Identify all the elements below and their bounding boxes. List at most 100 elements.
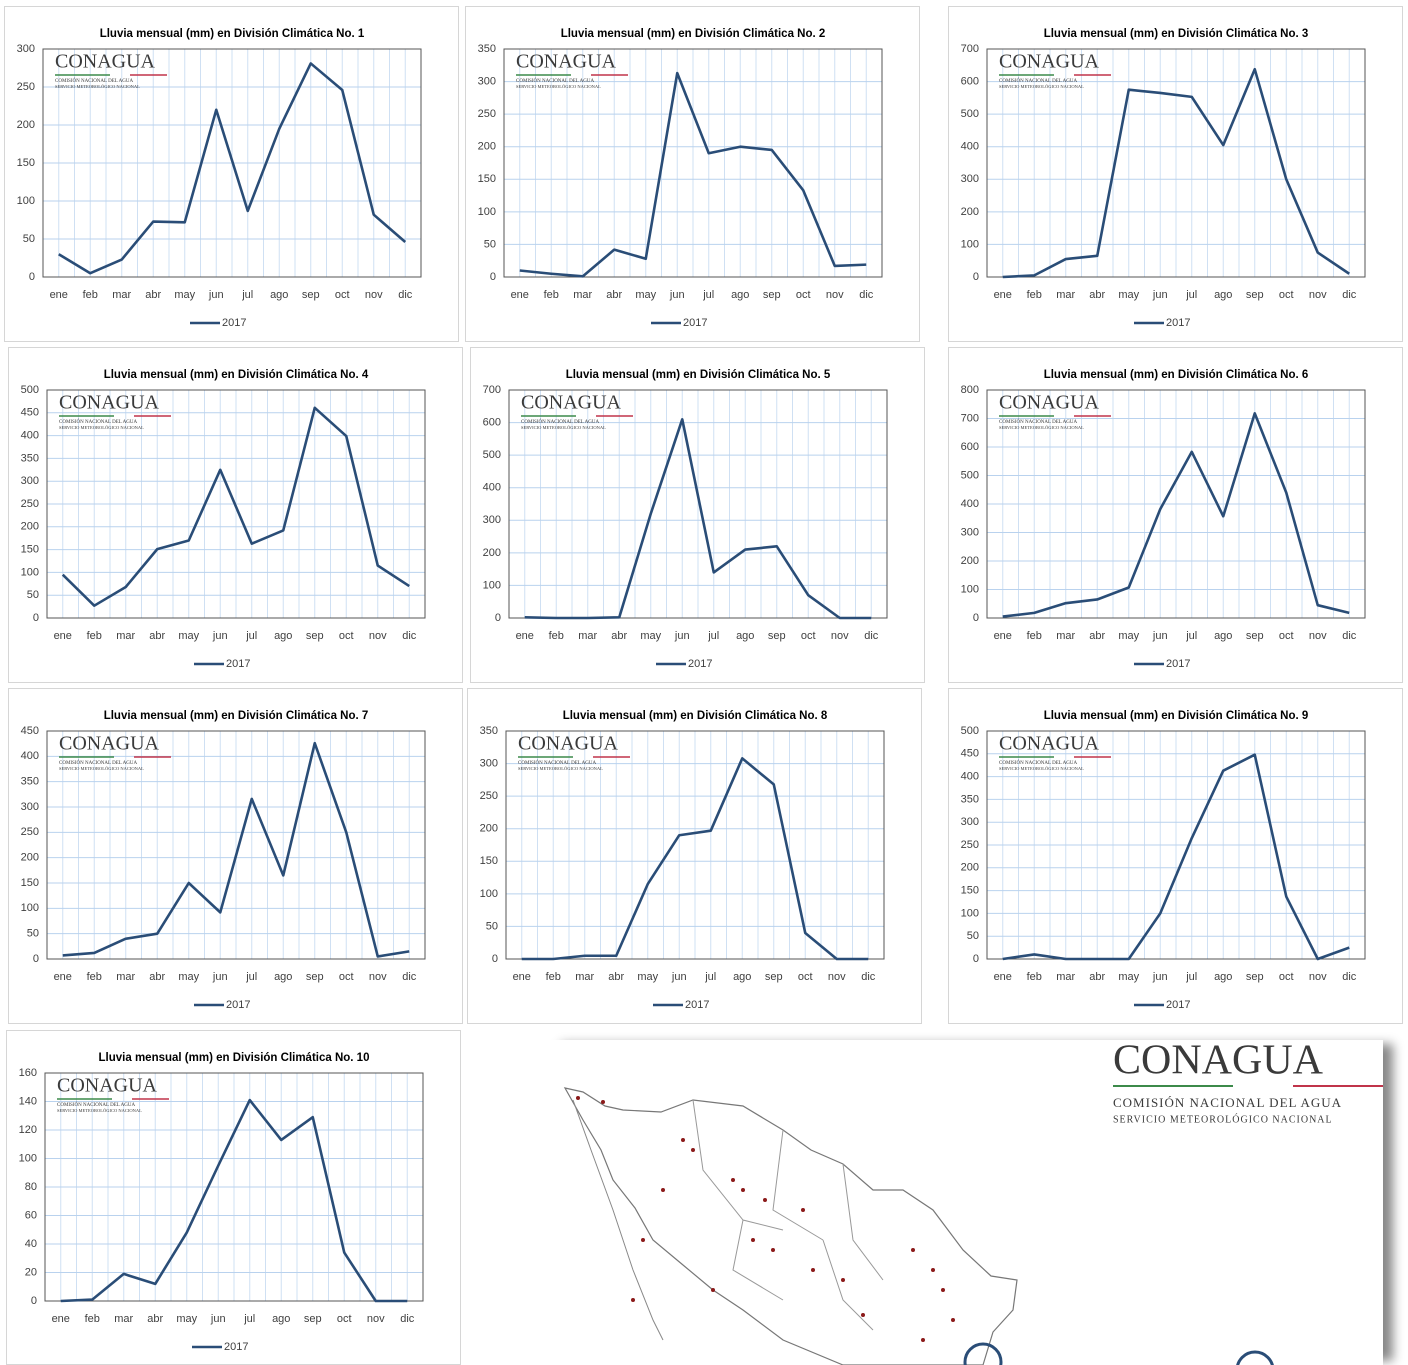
legend-label: 2017 <box>226 999 250 1011</box>
x-tick-label: ago <box>1214 971 1232 983</box>
x-tick-label: nov <box>831 630 849 642</box>
series-line <box>60 1098 408 1303</box>
x-tick-label: feb <box>87 971 102 983</box>
x-tick-label: ene <box>994 630 1012 642</box>
x-tick-label: may <box>176 1313 197 1325</box>
chart-title: Lluvia mensual (mm) en División Climátic… <box>561 28 826 40</box>
logo-line2: SERVICIO METEOROLÓGICO NACIONAL <box>55 84 140 89</box>
logo-line1: COMISIÓN NACIONAL DEL AGUA <box>518 760 596 766</box>
x-tick-label: abr <box>1089 289 1105 301</box>
logo-line1: COMISIÓN NACIONAL DEL AGUA <box>57 1102 135 1108</box>
y-tick-label: 200 <box>961 206 979 218</box>
logo-line1: COMISIÓN NACIONAL DEL AGUA <box>59 760 137 766</box>
logo-name: CONAGUA <box>521 392 622 414</box>
stations <box>576 1096 955 1342</box>
x-tick-label: feb <box>1027 289 1042 301</box>
y-tick-label: 0 <box>973 612 979 624</box>
x-tick-label: nov <box>367 1313 385 1325</box>
x-tick-label: may <box>637 971 658 983</box>
y-tick-label: 500 <box>21 384 39 396</box>
y-tick-label: 350 <box>478 43 496 55</box>
y-tick-label: 150 <box>17 157 35 169</box>
x-tick-label: abr <box>611 630 627 642</box>
x-tick-label: sep <box>1246 289 1264 301</box>
plot-frame <box>44 1072 424 1302</box>
x-tick-label: jun <box>1152 289 1168 301</box>
logo-name: CONAGUA <box>516 51 617 73</box>
y-tick-label: 0 <box>973 953 979 965</box>
x-tick-label: dic <box>400 1313 415 1325</box>
x-tick-label: feb <box>85 1313 100 1325</box>
y-tick-label: 600 <box>483 416 501 428</box>
x-tick-label: abr <box>145 289 161 301</box>
logo-line2: SERVICIO METEOROLÓGICO NACIONAL <box>999 766 1084 771</box>
x-tick-label: ago <box>274 971 292 983</box>
x-tick-label: dic <box>1342 289 1357 301</box>
x-tick-label: may <box>178 630 199 642</box>
x-tick-label: abr <box>608 971 624 983</box>
x-tick-label: oct <box>337 1313 352 1325</box>
x-tick-label: feb <box>546 971 561 983</box>
y-tick-label: 400 <box>483 482 501 494</box>
chart-title: Lluvia mensual (mm) en División Climátic… <box>99 1052 370 1064</box>
y-tick-label: 0 <box>973 271 979 283</box>
x-tick-label: jul <box>1185 289 1197 301</box>
y-tick-label: 700 <box>961 43 979 55</box>
x-tick-label: abr <box>149 630 165 642</box>
x-tick-label: sep <box>1246 630 1264 642</box>
y-tick-label: 50 <box>27 928 39 940</box>
y-tick-label: 700 <box>483 384 501 396</box>
logo-line1: COMISIÓN NACIONAL DEL AGUA <box>999 419 1077 425</box>
x-tick-label: oct <box>339 971 354 983</box>
x-tick-label: mar <box>1056 630 1075 642</box>
legend-label: 2017 <box>683 317 707 329</box>
y-tick-label: 300 <box>21 801 39 813</box>
y-tick-label: 350 <box>961 793 979 805</box>
chart: Lluvia mensual (mm) en División Climátic… <box>467 688 922 1024</box>
logo-line1: COMISIÓN NACIONAL DEL AGUA <box>55 78 133 84</box>
x-tick-label: nov <box>828 971 846 983</box>
x-tick-label: mar <box>578 630 597 642</box>
y-tick-label: 150 <box>480 855 498 867</box>
chart-title: Lluvia mensual (mm) en División Climátic… <box>1044 710 1309 722</box>
x-tick-label: feb <box>83 289 98 301</box>
logo-name: CONAGUA <box>518 733 619 755</box>
x-tick-label: may <box>635 289 656 301</box>
x-tick-label: abr <box>606 289 622 301</box>
map-marker <box>1236 1350 1274 1365</box>
y-tick-label: 100 <box>961 907 979 919</box>
x-tick-label: jun <box>1152 971 1168 983</box>
x-tick-label: oct <box>335 289 350 301</box>
legend-label: 2017 <box>224 1341 248 1353</box>
y-tick-label: 200 <box>21 521 39 533</box>
y-tick-label: 50 <box>23 233 35 245</box>
legend-label: 2017 <box>1166 317 1190 329</box>
legend-label: 2017 <box>1166 658 1190 670</box>
chart-title: Lluvia mensual (mm) en División Climátic… <box>100 28 365 40</box>
y-tick-label: 400 <box>21 430 39 442</box>
y-tick-label: 160 <box>19 1067 37 1079</box>
logo-line2: SERVICIO METEOROLÓGICO NACIONAL <box>59 425 144 430</box>
x-tick-label: may <box>1118 630 1139 642</box>
y-tick-label: 600 <box>961 441 979 453</box>
y-tick-label: 60 <box>25 1209 37 1221</box>
plot-frame <box>986 389 1366 619</box>
x-tick-label: oct <box>801 630 816 642</box>
x-tick-label: jun <box>671 971 687 983</box>
logo-line1: COMISIÓN NACIONAL DEL AGUA <box>516 78 594 84</box>
x-tick-label: dic <box>1342 630 1357 642</box>
x-tick-label: jun <box>208 289 224 301</box>
x-tick-label: sep <box>1246 971 1264 983</box>
x-tick-label: dic <box>1342 971 1357 983</box>
legend-label: 2017 <box>222 317 246 329</box>
x-tick-label: ago <box>1214 289 1232 301</box>
y-tick-label: 400 <box>961 498 979 510</box>
series-line <box>519 71 867 278</box>
logo-name: CONAGUA <box>57 1075 158 1097</box>
y-tick-label: 0 <box>29 271 35 283</box>
x-tick-label: may <box>1118 289 1139 301</box>
y-tick-label: 300 <box>961 526 979 538</box>
y-tick-label: 200 <box>478 141 496 153</box>
y-tick-label: 700 <box>961 412 979 424</box>
y-tick-label: 350 <box>480 725 498 737</box>
